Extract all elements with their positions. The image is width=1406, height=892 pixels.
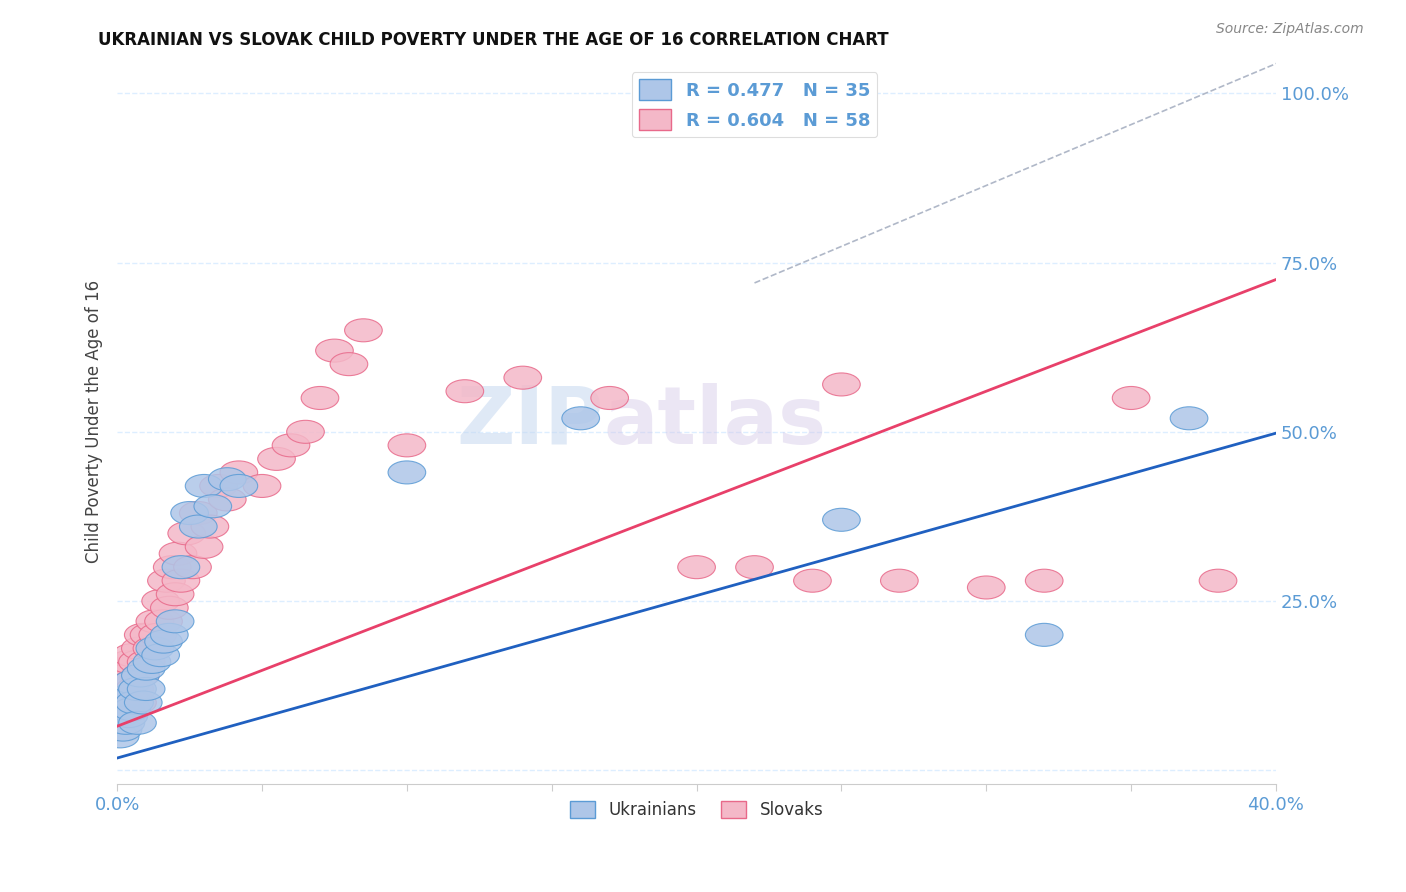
Text: atlas: atlas <box>603 383 827 460</box>
Text: Source: ZipAtlas.com: Source: ZipAtlas.com <box>1216 22 1364 37</box>
Text: UKRAINIAN VS SLOVAK CHILD POVERTY UNDER THE AGE OF 16 CORRELATION CHART: UKRAINIAN VS SLOVAK CHILD POVERTY UNDER … <box>98 31 889 49</box>
Text: ZIP: ZIP <box>457 383 603 460</box>
Legend: Ukrainians, Slovaks: Ukrainians, Slovaks <box>564 795 830 826</box>
Y-axis label: Child Poverty Under the Age of 16: Child Poverty Under the Age of 16 <box>86 280 103 563</box>
